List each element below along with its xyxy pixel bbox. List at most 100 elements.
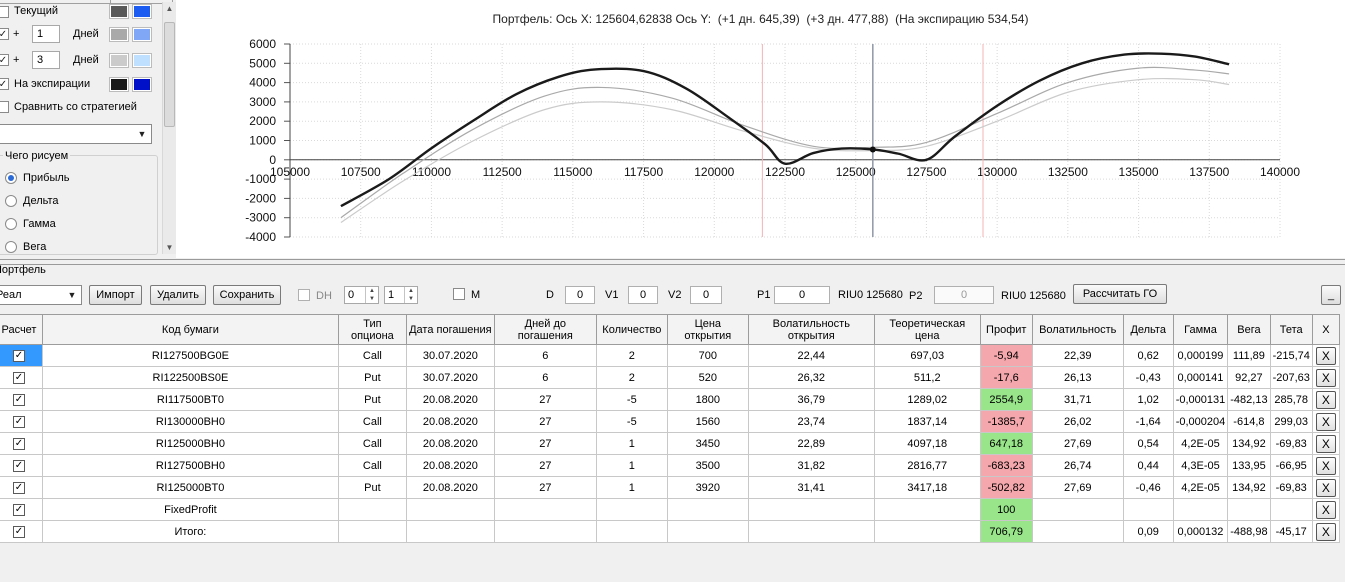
cell-theta[interactable]: -215,74: [1269, 344, 1313, 367]
cell-date[interactable]: [405, 520, 495, 543]
col-header-x[interactable]: X: [1311, 314, 1341, 345]
cell-qty[interactable]: 2: [595, 344, 668, 367]
cell-type[interactable]: [337, 520, 407, 543]
cell-profit[interactable]: 2554,9: [979, 388, 1033, 411]
cell-delta[interactable]: -0,43: [1122, 366, 1174, 389]
cell-theor[interactable]: 511,2: [873, 366, 981, 389]
cell-delta[interactable]: 0,44: [1122, 454, 1174, 477]
col-header-vol[interactable]: Волатильность: [1031, 314, 1124, 345]
cell-theta[interactable]: [1269, 498, 1313, 521]
cell-type[interactable]: Put: [337, 476, 407, 499]
cell-profit[interactable]: 100: [979, 498, 1033, 521]
calc-cell[interactable]: ✓: [0, 454, 43, 477]
cell-theor[interactable]: 1837,14: [873, 410, 981, 433]
calc-go-button[interactable]: Рассчитать ГО: [1073, 284, 1167, 304]
cell-vol-open[interactable]: 31,41: [747, 476, 875, 499]
plus3-checkbox[interactable]: [0, 54, 9, 66]
cell-profit[interactable]: 647,18: [979, 432, 1033, 455]
cell-vega[interactable]: [1227, 498, 1271, 521]
cell-price[interactable]: 3450: [666, 432, 749, 455]
cell-vega[interactable]: -614,8: [1227, 410, 1271, 433]
cell-gamma[interactable]: -0,000131: [1172, 388, 1229, 411]
calc-checkbox[interactable]: ✓: [12, 437, 25, 450]
cell-qty[interactable]: [595, 498, 668, 521]
plus1-checkbox[interactable]: [0, 28, 9, 40]
spin-up-icon[interactable]: ▲: [408, 288, 414, 294]
cell-delta[interactable]: -1,64: [1122, 410, 1174, 433]
col-header-profit[interactable]: Профит: [979, 314, 1033, 345]
cell-vol[interactable]: 27,69: [1031, 476, 1124, 499]
delete-row-button[interactable]: X: [1315, 500, 1336, 519]
cell-vol-open[interactable]: 31,82: [747, 454, 875, 477]
strategy-select[interactable]: ▼: [0, 124, 152, 144]
cell-gamma[interactable]: 0,000132: [1172, 520, 1229, 543]
m-checkbox[interactable]: [453, 288, 465, 300]
calc-checkbox[interactable]: ✓: [12, 481, 25, 494]
calc-cell[interactable]: ✓: [0, 520, 43, 543]
col-header-days[interactable]: Дней до погашения: [493, 314, 597, 345]
cell-vol[interactable]: 27,69: [1031, 432, 1124, 455]
cell-days[interactable]: 27: [493, 432, 597, 455]
delete-row-button[interactable]: X: [1315, 412, 1336, 431]
cell-vol[interactable]: 26,74: [1031, 454, 1124, 477]
cell-date[interactable]: 20.08.2020: [405, 410, 495, 433]
cell-vol-open[interactable]: 36,79: [747, 388, 875, 411]
delete-row-button[interactable]: X: [1315, 346, 1336, 365]
delete-row-button[interactable]: X: [1315, 368, 1336, 387]
cell-profit[interactable]: -502,82: [979, 476, 1033, 499]
plus1-days-input[interactable]: 1: [32, 25, 60, 43]
cell-theta[interactable]: -69,83: [1269, 476, 1313, 499]
spin-down-icon[interactable]: ▼: [369, 296, 375, 302]
calc-checkbox[interactable]: ✓: [12, 459, 25, 472]
cell-code[interactable]: RI117500BT0: [41, 388, 339, 411]
cell-profit[interactable]: -17,6: [979, 366, 1033, 389]
table-row[interactable]: ✓ RI117500BT0 Put 20.08.2020 27 -5 1800 36,79 12…: [0, 388, 1341, 411]
cell-theta[interactable]: -66,95: [1269, 454, 1313, 477]
save-button[interactable]: Сохранить: [213, 285, 281, 305]
compare-checkbox[interactable]: [0, 101, 9, 113]
spin-1[interactable]: 0 ▲ ▼: [344, 286, 379, 304]
scroll-down-icon[interactable]: ▼: [165, 243, 174, 252]
dh-checkbox[interactable]: [298, 289, 310, 301]
calc-cell[interactable]: ✓: [0, 410, 43, 433]
scroll-up-icon[interactable]: ▲: [165, 4, 174, 13]
cell-vol-open[interactable]: 23,74: [747, 410, 875, 433]
cell-date[interactable]: [405, 498, 495, 521]
table-row[interactable]: ✓ RI125000BT0 Put 20.08.2020 27 1 3920 31,41 341…: [0, 476, 1341, 499]
left-panel-scrollbar[interactable]: ▲ ▼: [162, 2, 176, 254]
col-header-calc[interactable]: Расчет: [0, 314, 43, 345]
expiration-color-1[interactable]: [109, 77, 129, 92]
col-header-qty[interactable]: Количество: [595, 314, 668, 345]
cell-price[interactable]: [666, 520, 749, 543]
current-color-1[interactable]: [109, 4, 129, 19]
cell-theor[interactable]: 3417,18: [873, 476, 981, 499]
cell-theor[interactable]: 2816,77: [873, 454, 981, 477]
cell-code[interactable]: RI127500BH0: [41, 454, 339, 477]
cell-vega[interactable]: 111,89: [1227, 344, 1271, 367]
cell-theta[interactable]: 299,03: [1269, 410, 1313, 433]
cell-theor[interactable]: 1289,02: [873, 388, 981, 411]
cell-profit[interactable]: -5,94: [979, 344, 1033, 367]
delete-row-button[interactable]: X: [1315, 434, 1336, 453]
cell-code[interactable]: FixedProfit: [41, 498, 339, 521]
cell-code[interactable]: RI125000BT0: [41, 476, 339, 499]
expiration-color-2[interactable]: [132, 77, 152, 92]
import-button[interactable]: Импорт: [89, 285, 142, 305]
radio-profit[interactable]: [5, 172, 17, 184]
cell-delta[interactable]: 1,02: [1122, 388, 1174, 411]
cell-type[interactable]: Put: [337, 388, 407, 411]
cell-gamma[interactable]: 0,000199: [1172, 344, 1229, 367]
scroll-thumb[interactable]: [164, 22, 175, 127]
plus3-days-input[interactable]: 3: [32, 51, 60, 69]
cell-qty[interactable]: 1: [595, 454, 668, 477]
col-header-gamma[interactable]: Гамма: [1172, 314, 1229, 345]
cell-date[interactable]: 20.08.2020: [405, 388, 495, 411]
cell-profit[interactable]: -683,23: [979, 454, 1033, 477]
calc-cell[interactable]: ✓: [0, 498, 43, 521]
cell-price[interactable]: 700: [666, 344, 749, 367]
profit-chart[interactable]: 1 0 5000 107500 110000 112500 115000 117500 1200…: [0, 0, 1345, 258]
cell-vol[interactable]: [1031, 498, 1124, 521]
cell-vol-open[interactable]: 22,89: [747, 432, 875, 455]
cell-theta[interactable]: 285,78: [1269, 388, 1313, 411]
cell-date[interactable]: 30.07.2020: [405, 366, 495, 389]
